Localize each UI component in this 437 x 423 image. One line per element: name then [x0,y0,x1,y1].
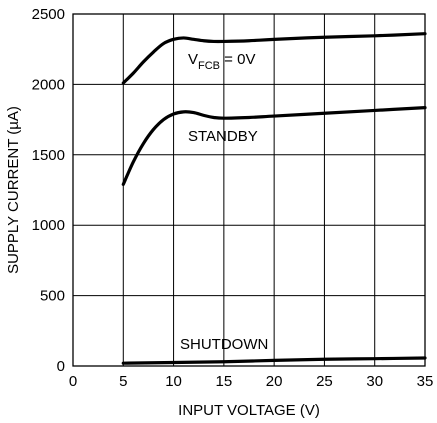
y-axis-ticks: 0 500 1000 1500 2000 2500 [32,6,65,375]
plot-frame [72,13,426,367]
x-axis-ticks: 0 5 10 15 20 25 30 35 [69,373,434,390]
x-axis-title: INPUT VOLTAGE (V) [178,402,320,419]
x-tick-label: 25 [316,373,333,390]
y-tick-label: 2500 [32,6,65,23]
y-tick-label: 1000 [32,217,65,234]
y-tick-label: 2000 [32,76,65,93]
grid [73,14,425,366]
y-tick-label: 500 [40,288,65,305]
x-tick-label: 30 [366,373,383,390]
shutdown-series-line [121,356,427,365]
vfcb-series-line [121,32,427,85]
curves [121,32,427,365]
standby-series-line [121,106,427,186]
annotation-vfcb: VFCB = 0V [188,51,255,72]
x-tick-label: 0 [69,373,77,390]
x-tick-label: 20 [266,373,283,390]
annotation-shutdown: SHUTDOWN [180,336,268,353]
annotation-vfcb-sub: FCB [198,60,220,72]
annotation-vfcb-main: V [188,51,198,68]
y-tick-label: 0 [57,358,65,375]
y-tick-label: 1500 [32,147,65,164]
x-tick-label: 10 [165,373,182,390]
annotation-vfcb-rest: = 0V [220,51,255,68]
x-tick-label: 35 [417,373,434,390]
annotation-standby: STANDBY [188,128,258,145]
x-tick-label: 5 [119,373,127,390]
x-tick-label: 15 [216,373,233,390]
y-axis-title: SUPPLY CURRENT (µA) [5,106,22,274]
